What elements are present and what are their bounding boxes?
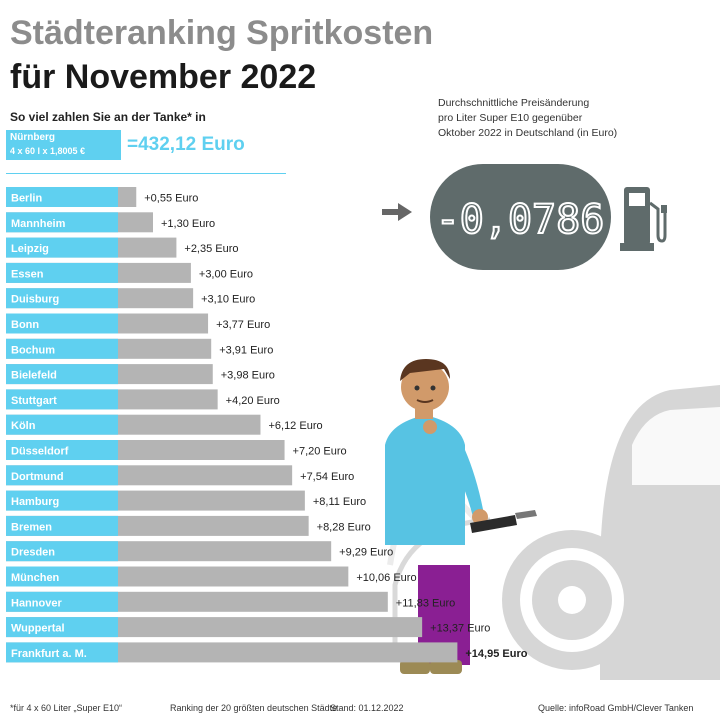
city-label-bg-4 <box>6 288 118 309</box>
city-label-bg-3 <box>6 262 118 283</box>
city-label-bg-11 <box>6 465 118 486</box>
value-label-15: +10,06 Euro <box>356 572 416 584</box>
city-label-bg-2 <box>6 237 118 258</box>
footer-stand: Stand: 01.12.2022 <box>330 703 404 713</box>
value-label-9: +6,12 Euro <box>268 420 322 432</box>
city-name-15: München <box>11 572 60 584</box>
city-name-4: Duisburg <box>11 294 59 306</box>
fuel-pump-icon <box>620 187 667 251</box>
value-label-14: +9,29 Euro <box>339 547 393 559</box>
city-label-bg-1 <box>6 212 118 233</box>
nuernberg-label: Nürnberg <box>10 132 55 143</box>
city-label-bg-8 <box>6 389 118 410</box>
city-name-13: Bremen <box>11 521 52 533</box>
subtitle: So viel zahlen Sie an der Tanke* in <box>10 110 206 124</box>
city-name-5: Bonn <box>11 319 39 331</box>
city-label-bg-0 <box>6 187 118 207</box>
city-label-bg-9 <box>6 414 118 435</box>
city-name-11: Dortmund <box>11 471 64 483</box>
city-name-8: Stuttgart <box>11 395 57 407</box>
city-name-10: Düsseldorf <box>11 446 69 458</box>
value-label-2: +2,35 Euro <box>184 243 238 255</box>
value-label-17: +13,37 Euro <box>430 623 490 635</box>
city-label-bg-14 <box>6 541 118 562</box>
city-label-bg-16 <box>6 591 118 612</box>
info-line-1: Durchschnittliche Preisänderung <box>438 97 590 109</box>
info-line-2: pro Liter Super E10 gegenüber <box>438 112 583 124</box>
arrow-right-icon <box>382 203 412 221</box>
price-change-value: -0,0786 <box>436 197 605 243</box>
city-name-3: Essen <box>11 268 44 280</box>
value-label-3: +3,00 Euro <box>199 268 253 280</box>
footer-note: *für 4 x 60 Liter „Super E10“ <box>10 703 123 713</box>
city-label-bg-18 <box>6 642 118 663</box>
nuernberg-highlight-box <box>6 130 121 160</box>
price-change-info: Durchschnittliche Preisänderung pro Lite… <box>438 96 698 141</box>
city-label-bg-12 <box>6 490 118 511</box>
bar-18 <box>6 642 458 663</box>
value-label-4: +3,10 Euro <box>201 294 255 306</box>
city-name-9: Köln <box>11 420 36 432</box>
value-label-6: +3,91 Euro <box>219 344 273 356</box>
value-label-11: +7,54 Euro <box>300 471 354 483</box>
city-name-7: Bielefeld <box>11 370 57 382</box>
city-name-6: Bochum <box>11 344 55 356</box>
value-label-12: +8,11 Euro <box>313 496 366 508</box>
city-name-18: Frankfurt a. M. <box>11 648 87 660</box>
city-name-16: Hannover <box>11 597 62 609</box>
city-label-bg-6 <box>6 338 118 359</box>
city-label-bg-15 <box>6 566 118 587</box>
value-label-16: +11,83 Euro <box>396 597 455 609</box>
footer-source: Quelle: infoRoad GmbH/Clever Tanken <box>538 703 694 713</box>
chart-bars: Berlin +0,55 Euro Mannheim +1,30 Euro Leipzi… <box>6 187 528 663</box>
city-label-bg-17 <box>6 617 118 638</box>
city-label-bg-13 <box>6 515 118 536</box>
price-change-display: -0,0786 <box>430 164 611 270</box>
city-name-2: Leipzig <box>11 243 49 255</box>
value-label-10: +7,20 Euro <box>293 446 347 458</box>
value-label-1: +1,30 Euro <box>161 218 215 230</box>
city-name-1: Mannheim <box>11 218 66 230</box>
title-line-2: für November 2022 <box>10 58 317 96</box>
divider-line <box>6 173 286 174</box>
info-line-3: Oktober 2022 in Deutschland (in Euro) <box>438 127 618 139</box>
footer-ranking: Ranking der 20 größten deutschen Städte <box>170 703 338 713</box>
city-name-14: Dresden <box>11 547 55 559</box>
city-label-bg-5 <box>6 313 118 334</box>
value-label-18: +14,95 Euro <box>465 648 527 660</box>
value-label-7: +3,98 Euro <box>221 370 275 382</box>
city-label-bg-7 <box>6 364 118 385</box>
title-line-1: Städteranking Spritkosten <box>10 14 434 52</box>
value-label-5: +3,77 Euro <box>216 319 270 331</box>
value-label-0: +0,55 Euro <box>144 193 198 205</box>
city-name-17: Wuppertal <box>11 623 65 635</box>
nuernberg-formula: 4 x 60 l x 1,8005 € <box>10 146 86 156</box>
city-name-0: Berlin <box>11 193 42 205</box>
nuernberg-total: =432,12 Euro <box>127 134 245 155</box>
city-name-12: Hamburg <box>11 496 59 508</box>
value-label-13: +8,28 Euro <box>317 521 371 533</box>
value-label-8: +4,20 Euro <box>226 395 280 407</box>
city-label-bg-10 <box>6 440 118 460</box>
